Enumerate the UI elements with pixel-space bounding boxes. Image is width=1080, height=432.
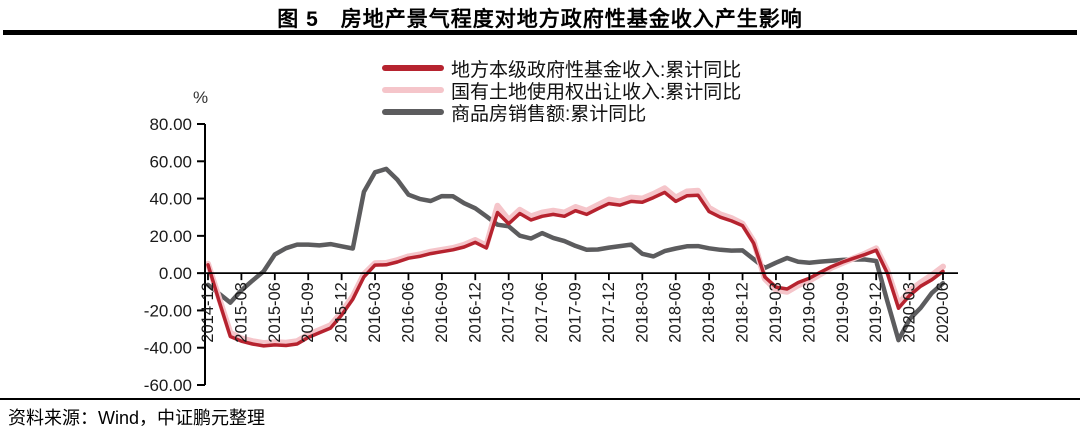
x-tick-label: 2016-12	[466, 282, 484, 343]
x-tick-label: 2019-06	[800, 282, 818, 343]
x-tick-label: 2018-03	[633, 282, 651, 343]
series-line-2	[205, 166, 946, 343]
x-tick-label: 2015-06	[266, 282, 284, 343]
footer-divider	[0, 398, 1080, 400]
x-tick-label: 2017-03	[500, 282, 518, 343]
legend-swatch-gray-line	[382, 109, 444, 115]
legend-item-land-transfer: 国有土地使用权出让收入:累计同比	[382, 79, 742, 103]
legend-label: 地方本级政府性基金收入:累计同比	[451, 59, 742, 81]
y-tick-label: 0.00	[159, 264, 192, 283]
x-tick-label: 2020-03	[901, 282, 919, 343]
x-tick-label: 2018-09	[700, 282, 718, 343]
legend-label: 商品房销售额:累计同比	[451, 103, 647, 125]
legend-item-housing-sales: 商品房销售额:累计同比	[382, 101, 741, 125]
chart-legend: 地方本级政府性基金收入:累计同比 国有土地使用权出让收入:累计同比 商品房销售额…	[382, 57, 742, 125]
x-tick-label: 2019-12	[867, 282, 885, 343]
legend-swatch-pink-line	[382, 87, 444, 93]
x-tick-label: 2016-03	[366, 282, 384, 343]
source-note: 资料来源：Wind，中证鹏元整理	[8, 408, 266, 428]
x-tick-label: 2015-03	[232, 282, 250, 343]
legend-swatch-red-line	[382, 65, 444, 71]
y-tick-label: -20.00	[144, 301, 192, 320]
x-tick-label: 2019-03	[767, 282, 785, 343]
x-tick-label: 2017-09	[567, 282, 585, 343]
y-axis-unit-label: %	[193, 88, 209, 107]
legend-label: 国有土地使用权出让收入:累计同比	[451, 81, 742, 103]
x-tick-label: 2019-09	[834, 282, 852, 343]
series-line-0	[206, 190, 945, 348]
y-tick-label: -60.00	[144, 376, 192, 395]
x-tick-label: 2015-09	[299, 282, 317, 343]
figure-title: 图 5 房地产景气程度对地方政府性基金收入产生影响	[277, 8, 803, 31]
x-tick-label: 2017-12	[600, 282, 618, 343]
y-tick-label: -40.00	[144, 339, 192, 358]
y-tick-label: 60.00	[149, 152, 192, 171]
y-tick-label: 20.00	[149, 227, 192, 246]
x-tick-label: 2014-12	[199, 282, 217, 343]
y-tick-label: 80.00	[149, 115, 192, 134]
x-tick-label: 2016-06	[399, 282, 417, 343]
x-tick-label: 2017-06	[533, 282, 551, 343]
x-tick-label: 2020-06	[934, 282, 952, 343]
x-tick-label: 2018-06	[667, 282, 685, 343]
y-tick-label: 40.00	[149, 190, 192, 209]
line-chart: 80.00 60.00 40.00 20.00 0.00 -20.00 -40.00 -60.…	[144, 115, 958, 395]
x-tick-label: 2016-09	[433, 282, 451, 343]
x-tick-label: 2018-12	[734, 282, 752, 343]
legend-item-fund-income: 地方本级政府性基金收入:累计同比	[382, 57, 742, 81]
title-divider	[3, 30, 1077, 35]
chart-area: 80.00 60.00 40.00 20.00 0.00 -20.00 -40.00 -60.…	[0, 40, 1080, 400]
x-tick-label: 2015-12	[333, 282, 351, 343]
